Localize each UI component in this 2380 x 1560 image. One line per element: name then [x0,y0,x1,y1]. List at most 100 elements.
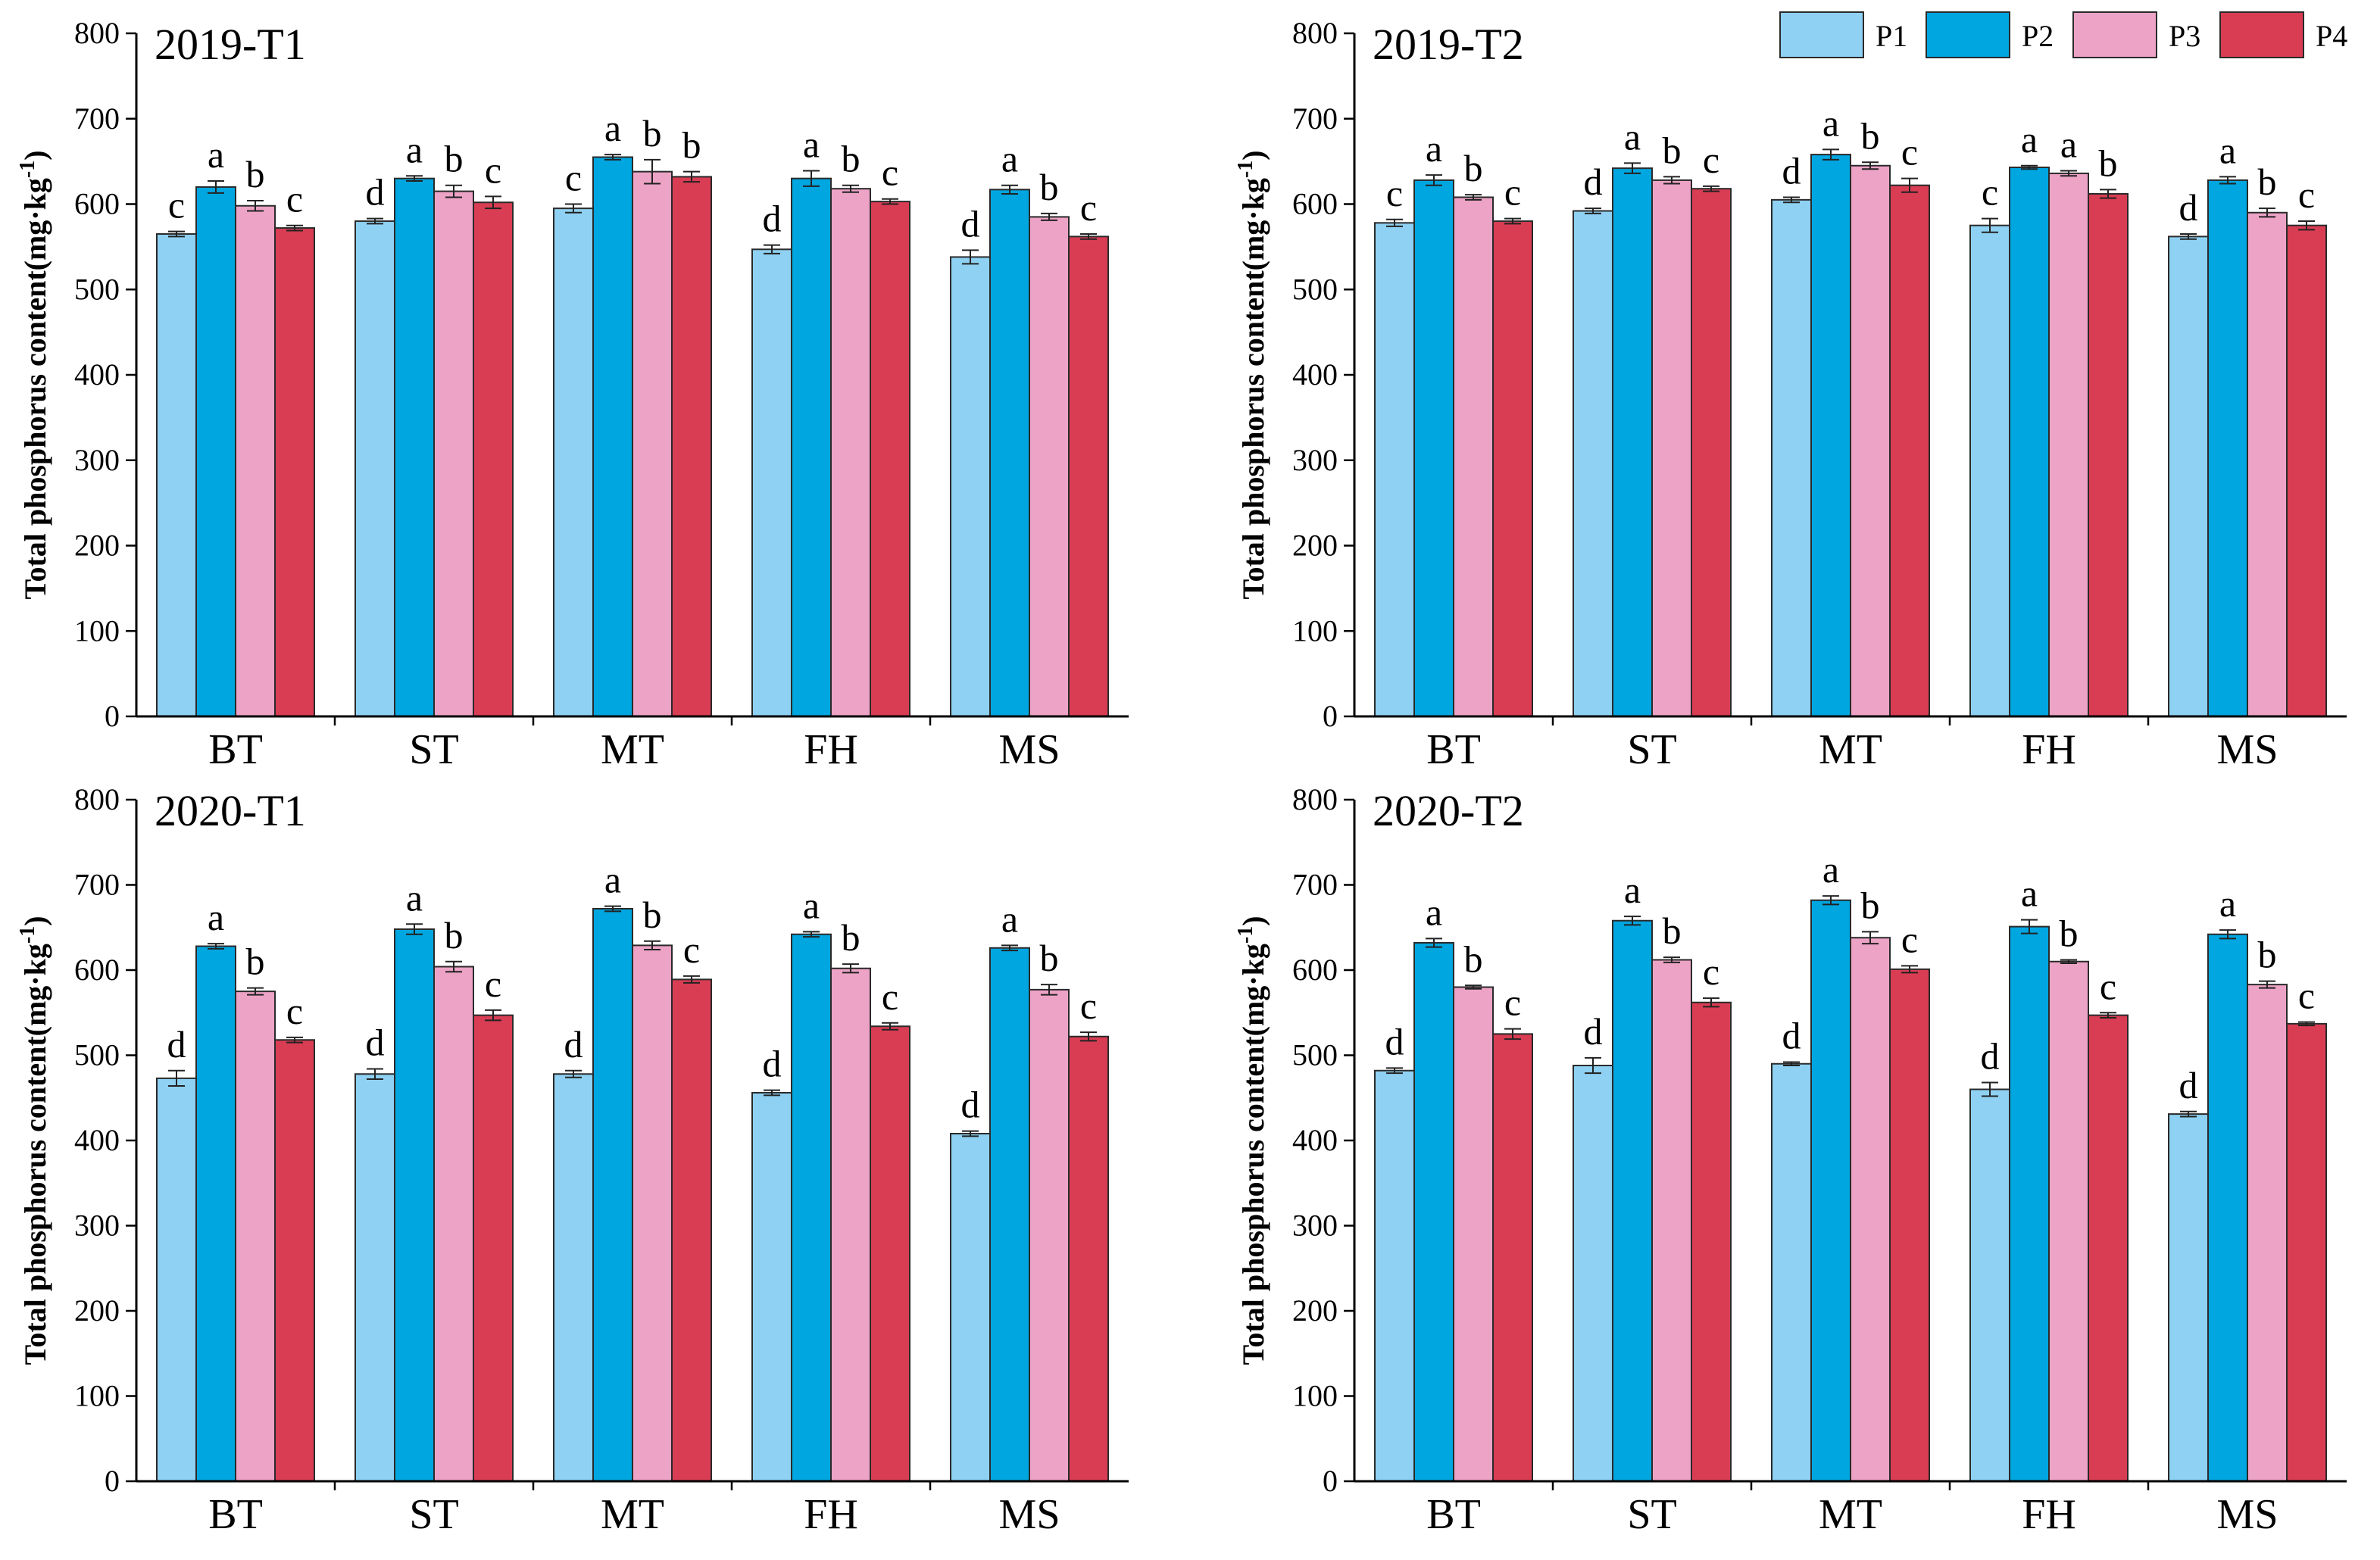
bar-p4-bt [274,227,315,717]
y-tick-label: 100 [74,1379,120,1413]
bar-p2-ms [989,947,1030,1482]
y-tick-label: 700 [74,101,120,136]
bar-p3-mt [1850,164,1891,717]
bar-p2-st [1612,167,1653,717]
bar-p4-ms [2286,1022,2327,1482]
y-tick-label: 100 [74,613,120,647]
bar-p1-fh [1969,1088,2010,1482]
y-tick-label: 400 [1292,1123,1338,1157]
bar-p1-fh [751,248,792,717]
bar-p3-ms [2247,984,2288,1482]
significance-label: c [882,975,898,1018]
bar-p3-st [1651,179,1692,717]
x-tick-label-bt: BT [1426,1491,1481,1538]
significance-label: d [763,1043,782,1085]
significance-label: d [763,198,782,240]
significance-label: b [445,138,464,180]
bar-p3-fh [2048,172,2089,718]
bar-p2-ms [2207,933,2248,1482]
y-tick-label: 100 [1292,1379,1338,1413]
significance-label: c [286,990,303,1032]
bar-p1-ms [950,256,991,717]
x-tick-label-bt: BT [208,726,263,773]
y-tick-label: 500 [74,1038,120,1072]
significance-label: a [208,133,224,176]
panel-title: 2019-T1 [155,20,306,69]
significance-label: c [485,148,501,191]
significance-label: b [2258,161,2277,203]
legend-label-p4: P4 [2316,19,2347,53]
significance-label: d [1584,161,1603,203]
bar-p4-st [1691,188,1732,717]
y-tick-label: 400 [74,357,120,392]
x-tick-label-fh: FH [2022,1491,2076,1538]
bar-p1-st [1573,1065,1613,1482]
bar-p3-bt [235,204,276,717]
significance-label: a [1624,115,1641,158]
x-tick-label-ms: MS [2217,1491,2278,1538]
significance-label: b [246,153,265,195]
significance-label: a [1001,138,1018,180]
bar-p1-st [1573,210,1613,717]
y-tick-label: 700 [1292,868,1338,902]
significance-label: a [2021,118,2038,161]
significance-label: b [2099,142,2118,184]
bar-p2-fh [2009,167,2050,717]
significance-label: b [1464,938,1483,980]
significance-label: b [842,138,860,180]
bar-p4-fh [870,201,910,717]
significance-label: c [1982,171,1998,214]
significance-label: c [1703,950,1719,993]
significance-label: a [1624,869,1641,911]
y-tick-label: 700 [1292,101,1338,136]
significance-label: b [246,941,265,983]
x-tick-label-ms: MS [999,726,1060,773]
significance-label: b [1861,884,1880,926]
significance-label: c [2100,965,2116,1007]
bar-p2-mt [1810,899,1851,1482]
bar-p1-bt [1374,1069,1415,1482]
y-tick-label: 600 [1292,953,1338,987]
significance-label: d [167,1023,186,1065]
bar-p3-mt [1850,937,1891,1482]
panel-title: 2020-T2 [1373,786,1524,835]
bar-p4-ms [2286,224,2327,717]
bar-p2-bt [195,186,236,717]
bar-p4-mt [671,978,712,1482]
bar-p1-st [355,220,395,717]
y-tick-label: 200 [1292,1293,1338,1328]
bar-p2-bt [195,945,236,1482]
bar-p3-fh [2048,960,2089,1482]
x-tick-label-mt: MT [1819,1491,1882,1538]
significance-label: a [604,107,621,149]
y-tick-label: 500 [74,272,120,306]
significance-label: b [445,914,464,956]
bar-p1-bt [156,1077,197,1482]
bar-p4-fh [2088,192,2129,718]
x-tick-label-mt: MT [601,1491,664,1538]
bar-p4-st [1691,1001,1732,1482]
bar-p3-st [433,966,474,1482]
significance-label: d [366,1022,385,1064]
x-tick-label-mt: MT [1819,726,1882,773]
x-tick-label-fh: FH [2022,726,2076,773]
bar-p2-mt [592,156,633,718]
significance-label: d [366,171,385,214]
y-tick-label: 300 [1292,1209,1338,1243]
x-tick-label-mt: MT [601,726,664,773]
bar-p4-bt [274,1039,315,1482]
y-tick-label: 800 [74,16,120,50]
y-tick-label: 400 [74,1123,120,1157]
bar-p2-fh [791,177,832,718]
significance-label: b [1663,909,1682,952]
y-tick-label: 0 [1323,1464,1338,1498]
legend-label-p2: P2 [2022,19,2054,53]
significance-label: c [485,963,501,1005]
bar-p3-fh [830,967,871,1482]
bar-p1-ms [2168,1113,2209,1482]
significance-label: c [168,184,185,226]
significance-label: a [2219,882,2236,925]
